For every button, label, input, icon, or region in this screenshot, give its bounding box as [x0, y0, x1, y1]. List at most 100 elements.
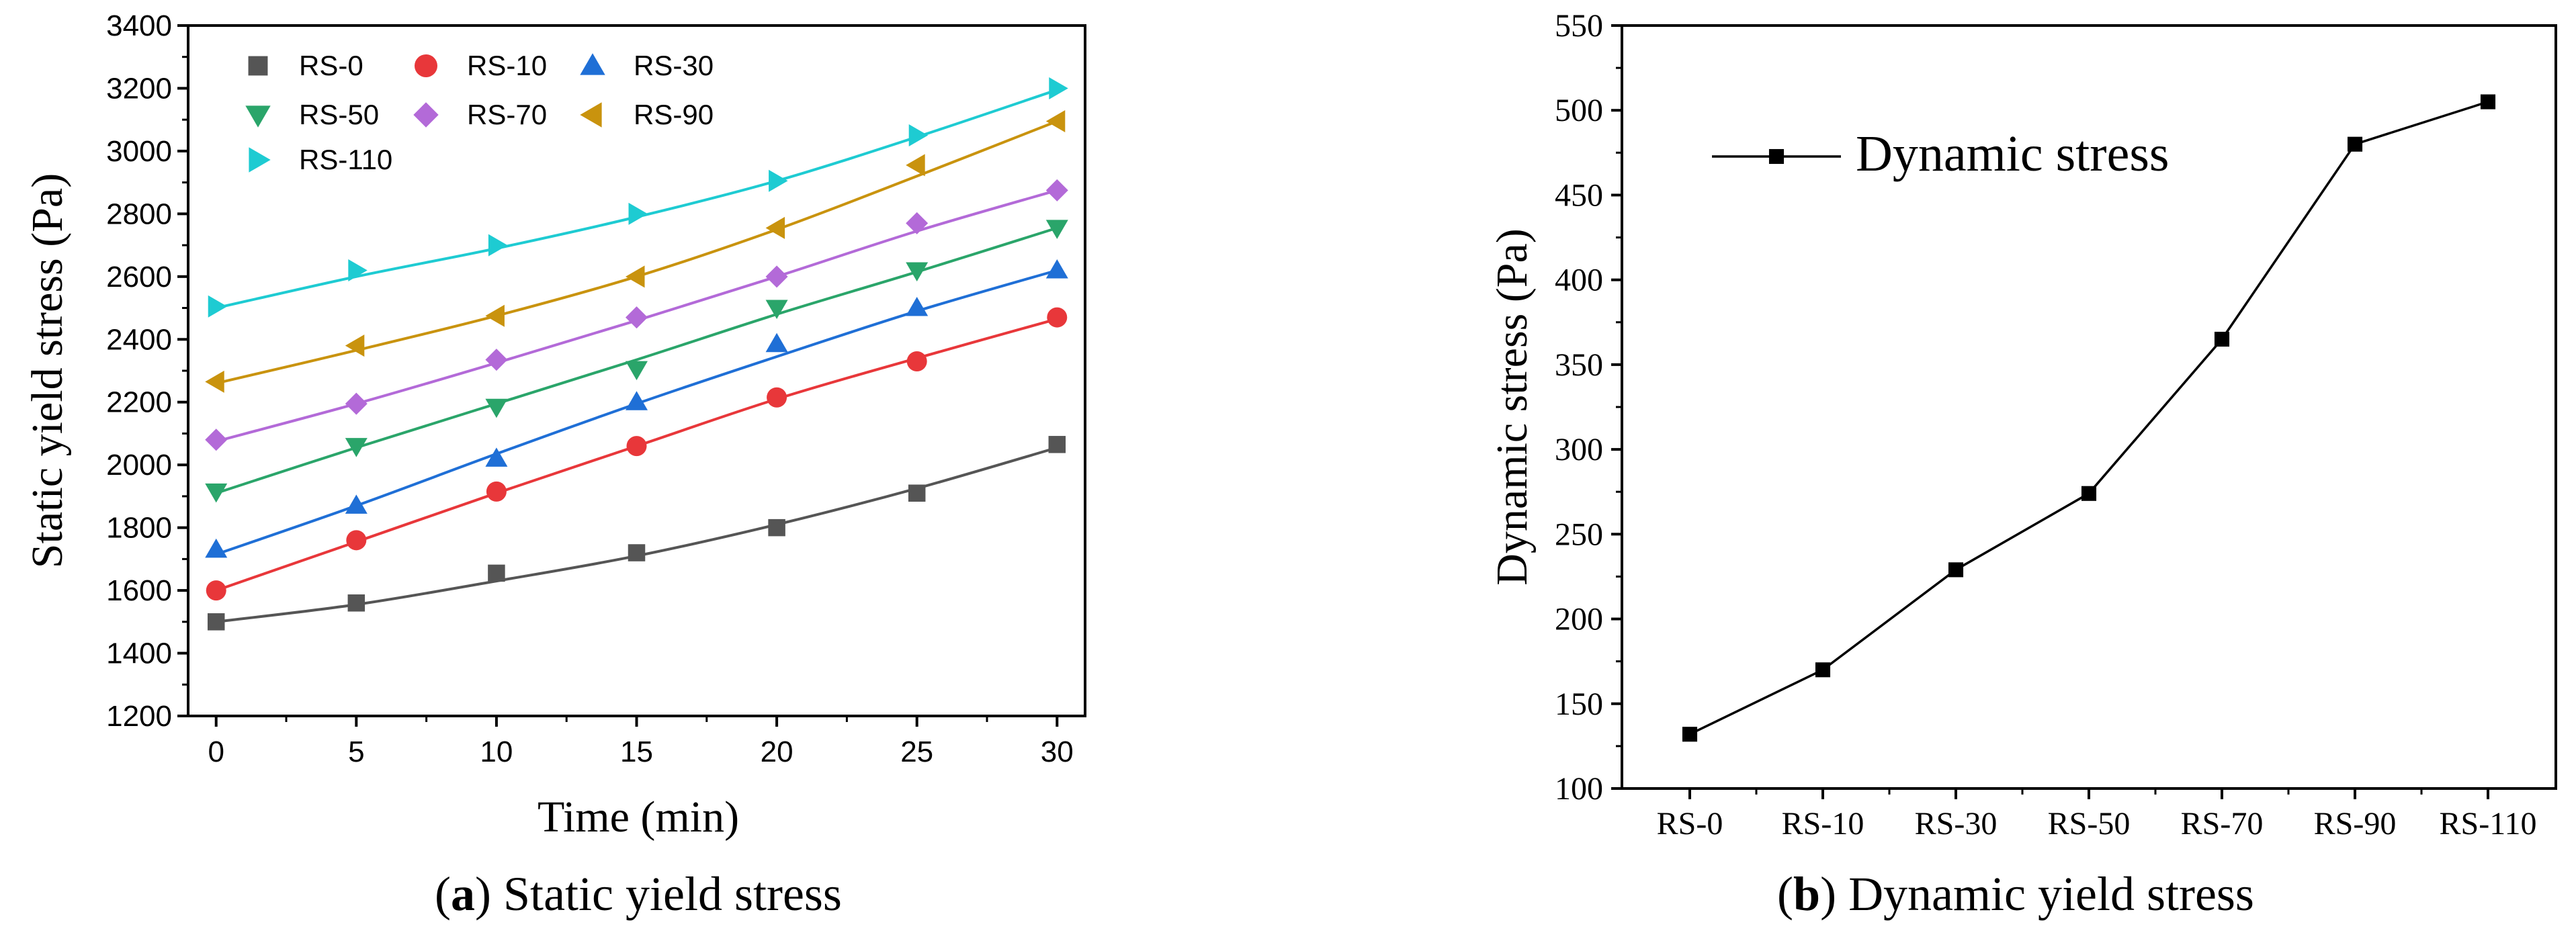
chart-a-point-rs-30	[626, 391, 648, 410]
chart-a-point-rs-50	[906, 262, 929, 281]
chart-a-point-rs-70	[345, 392, 368, 415]
caption-a-text: Static yield stress	[503, 867, 842, 921]
chart-a-point-rs-90	[906, 154, 925, 177]
chart-a-ticks: 1200 1400 1600 1800 2000 2200 2400 2600 2800 3000…	[106, 9, 1074, 768]
chart-b-x-tick-label: RS-110	[2440, 806, 2537, 842]
chart-a-x-tick-label: 0	[208, 735, 224, 768]
chart-a-point-rs-0	[628, 544, 646, 561]
chart-b-x-tick-label: RS-10	[1782, 806, 1864, 842]
chart-b-ticks: 100 150 200 250 300 350 400 450 500 550 RS-0 RS-10 R…	[1555, 8, 2536, 842]
chart-b-x-tick-label: RS-0	[1657, 806, 1723, 842]
chart-a-point-rs-30	[765, 332, 788, 353]
chart-a-legend-label: RS-90	[634, 99, 714, 130]
chart-a-y-tick-label: 2200	[106, 386, 172, 419]
chart-b-legend-label: Dynamic stress	[1856, 126, 2169, 182]
chart-b-point	[2214, 331, 2230, 347]
chart-a-point-rs-50	[765, 300, 788, 320]
chart-a-point-rs-90	[765, 216, 785, 239]
chart-b-x-tick-label: RS-30	[1915, 806, 1998, 842]
chart-b-point	[1948, 562, 1964, 578]
chart-a-point-rs-10	[767, 387, 787, 408]
chart-a-point-rs-10	[1047, 307, 1068, 328]
chart-a-legend-marker	[248, 56, 268, 76]
chart-a-y-tick-label: 1200	[106, 700, 172, 733]
chart-b-point	[1815, 662, 1831, 678]
chart-a-x-tick-label: 30	[1041, 735, 1074, 768]
chart-a-point-rs-110	[488, 234, 508, 257]
chart-a-point-rs-30	[205, 538, 228, 558]
chart-a-point-rs-110	[769, 169, 788, 192]
chart-a-point-rs-50	[1045, 220, 1068, 239]
chart-a-legend-label: RS-110	[299, 144, 392, 175]
chart-a-point-rs-110	[908, 124, 929, 147]
chart-a-point-rs-30	[1045, 259, 1068, 279]
chart-b-series	[1682, 94, 2496, 742]
chart-a-y-tick-label: 1800	[106, 512, 172, 545]
chart-a-y-tick-label: 1600	[106, 574, 172, 607]
chart-a-markers	[205, 77, 1068, 631]
chart-a-y-tick-label: 3400	[106, 9, 172, 42]
chart-a: 1200 1400 1600 1800 2000 2200 2400 2600 2800 3000…	[23, 9, 1086, 842]
chart-a-point-rs-110	[1049, 77, 1068, 99]
chart-b-x-tick-label: RS-50	[2048, 806, 2131, 842]
caption-b: (b) Dynamic yield stress	[1777, 867, 2254, 921]
chart-a-legend-marker	[413, 102, 439, 128]
chart-a-point-rs-70	[765, 265, 788, 288]
chart-a-point-rs-10	[626, 436, 647, 457]
chart-b-point	[1682, 727, 1698, 742]
chart-a-legend-label: RS-0	[299, 50, 363, 81]
chart-a-legend: RS-0 RS-10 RS-30 RS-50 RS-70 RS-90 RS-110	[245, 50, 714, 175]
chart-b-y-tick-label: 550	[1555, 8, 1603, 44]
chart-a-point-rs-30	[345, 494, 368, 514]
chart-a-legend-label: RS-70	[467, 99, 547, 130]
chart-a-legend-label: RS-50	[299, 99, 379, 130]
chart-b-y-tick-label: 100	[1555, 771, 1603, 807]
chart-a-point-rs-50	[345, 438, 368, 457]
chart-a-point-rs-70	[626, 306, 648, 329]
chart-a-x-tick-label: 15	[620, 735, 653, 768]
chart-b-point	[2480, 94, 2496, 109]
chart-a-legend-marker	[580, 102, 602, 128]
chart-a-point-rs-0	[908, 484, 926, 502]
chart-a-y-tick-label: 2600	[106, 261, 172, 294]
chart-b-y-tick-label: 300	[1555, 432, 1603, 467]
chart-a-point-rs-70	[205, 429, 228, 451]
chart-b-y-tick-label: 150	[1555, 686, 1603, 722]
chart-a-x-tick-label: 10	[480, 735, 513, 768]
chart-b-legend: Dynamic stress	[1712, 126, 2169, 182]
chart-a-point-rs-90	[485, 304, 505, 327]
chart-b-y-tick-label: 400	[1555, 263, 1603, 298]
chart-b-legend-marker	[1768, 148, 1785, 165]
chart-a-legend-marker	[249, 147, 271, 173]
chart-a-point-rs-30	[906, 297, 929, 316]
chart-a-point-rs-10	[486, 481, 507, 502]
chart-b-y-tick-label: 450	[1555, 177, 1603, 213]
chart-a-y-tick-label: 2000	[106, 449, 172, 482]
caption-b-text: Dynamic yield stress	[1848, 867, 2254, 921]
chart-a-point-rs-30	[485, 447, 508, 467]
chart-b-point	[2347, 136, 2363, 152]
chart-a-y-axis-title: Static yield stress (Pa)	[23, 173, 72, 568]
chart-a-point-rs-10	[346, 530, 367, 551]
chart-a-point-rs-90	[205, 370, 224, 393]
chart-a-y-tick-label: 2400	[106, 323, 172, 356]
chart-b-y-tick-label: 200	[1555, 602, 1603, 637]
chart-a-y-tick-label: 2800	[106, 197, 172, 230]
chart-a-point-rs-50	[485, 398, 508, 418]
chart-a-point-rs-90	[626, 265, 645, 288]
chart-a-point-rs-0	[347, 594, 366, 612]
chart-a-x-tick-label: 20	[761, 735, 793, 768]
caption-a: (a) Static yield stress	[435, 867, 842, 921]
chart-a-point-rs-50	[626, 361, 648, 381]
chart-a-point-rs-0	[1048, 436, 1066, 453]
chart-a-y-tick-label: 1400	[106, 637, 172, 670]
chart-b-point	[2081, 486, 2097, 501]
chart-b-x-tick-label: RS-70	[2181, 806, 2264, 842]
chart-b-y-tick-label: 500	[1555, 93, 1603, 128]
chart-a-fit-line-rs-0	[216, 446, 1058, 623]
chart-a-point-rs-10	[206, 580, 226, 601]
chart-a-point-rs-70	[1045, 179, 1068, 201]
chart-a-point-rs-50	[205, 483, 228, 503]
chart-b-y-axis-title: Dynamic stress (Pa)	[1488, 228, 1537, 586]
